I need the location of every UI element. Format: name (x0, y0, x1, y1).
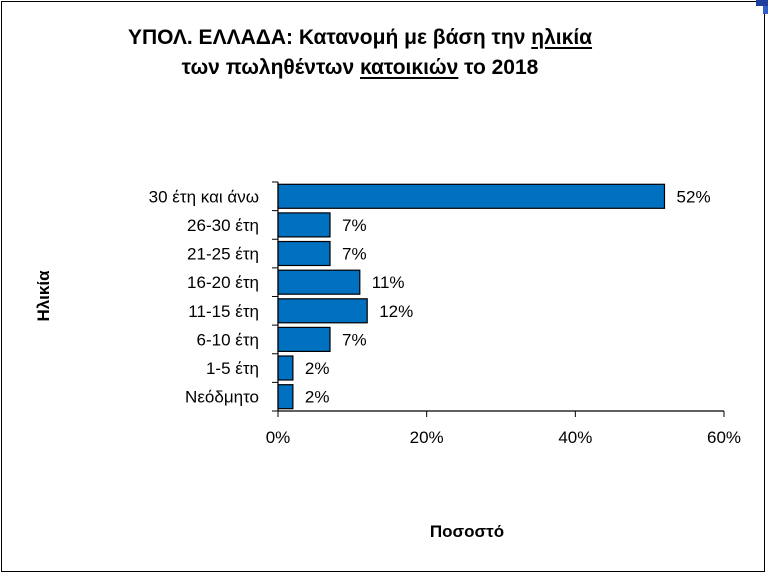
chart-title-line-1: ΥΠΟΛ. ΕΛΛΑΔΑ: Κατανομή με βάση την ηλικί… (127, 26, 593, 49)
bar (277, 183, 666, 209)
data-label: 2% (305, 388, 330, 407)
data-label: 52% (677, 187, 711, 206)
data-label: 7% (342, 330, 367, 349)
x-tick-label: 0% (266, 428, 291, 447)
data-label: 7% (342, 245, 367, 264)
x-tick-label: 40% (558, 428, 592, 447)
bar (277, 326, 331, 352)
bar (277, 240, 331, 267)
x-tick-label: 20% (410, 428, 444, 447)
category-label: Νεόδμητο (185, 388, 259, 407)
bar (277, 269, 361, 295)
category-label: 6-10 έτη (197, 330, 260, 349)
category-label: 21-25 έτη (187, 245, 259, 264)
data-label: 11% (372, 273, 405, 292)
title-underlined-word-dwellings: κατοικιών (359, 56, 459, 79)
data-label: 7% (342, 216, 367, 235)
category-label: 30 έτη και άνω (149, 187, 259, 206)
bar (277, 212, 331, 238)
chart-title-line-2: των πωληθέντων κατοικιών το 2018 (181, 56, 539, 79)
category-label: 11-15 έτη (188, 302, 259, 321)
bar (277, 384, 294, 410)
category-label: 1-5 έτη (206, 359, 259, 378)
data-label: 2% (305, 359, 330, 378)
bar (277, 355, 294, 381)
x-tick-label: 60% (707, 428, 741, 447)
data-label: 12% (379, 302, 413, 321)
bar (277, 298, 368, 324)
x-axis-label: Ποσοστό (429, 522, 505, 541)
category-label: 26-30 έτη (187, 216, 259, 235)
title-underlined-word-age: ηλικία (531, 26, 593, 49)
corner-marker-icon (756, 0, 768, 14)
category-label: 16-20 έτη (187, 273, 259, 292)
